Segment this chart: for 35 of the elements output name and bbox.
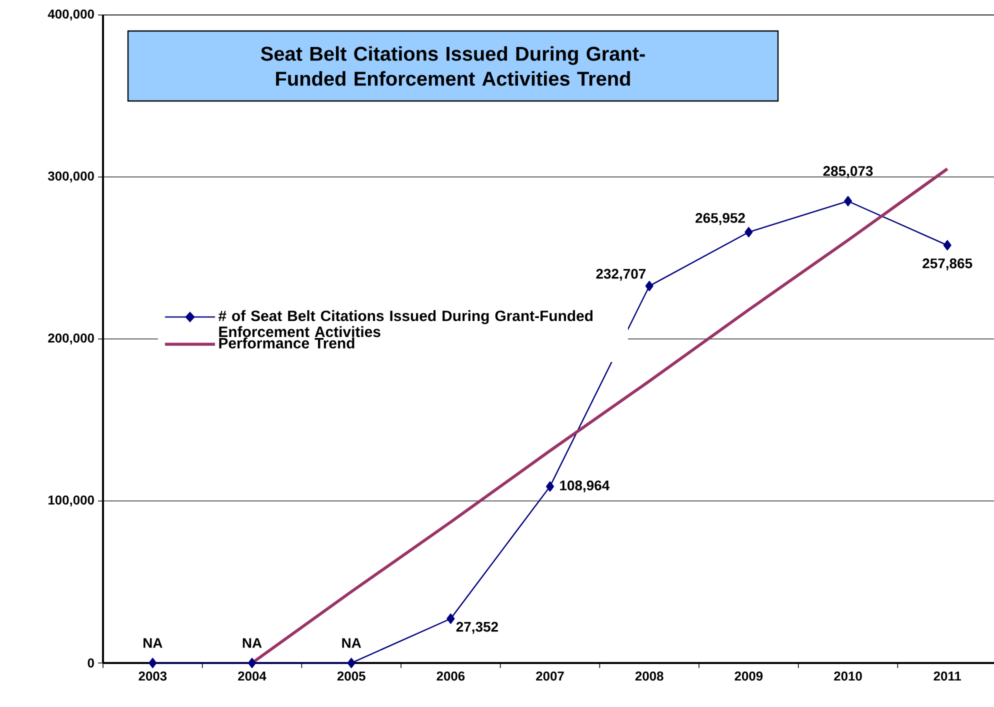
data-label: 232,707 bbox=[596, 268, 646, 281]
legend-label: # of Seat Belt Citations Issued During Grant-Funded Enforcement Activities bbox=[218, 310, 593, 338]
data-label: NA bbox=[242, 638, 262, 648]
data-label: 265,952 bbox=[696, 213, 745, 225]
point bbox=[645, 280, 654, 292]
y-tick-label: 300,000 bbox=[48, 171, 94, 183]
point bbox=[248, 658, 256, 668]
y-tick-label: 200,000 bbox=[48, 333, 94, 345]
x-tick-label: 2010 bbox=[834, 672, 862, 681]
point bbox=[943, 240, 952, 250]
y-tick-label: 100,000 bbox=[48, 495, 94, 507]
x-tick-label: 2004 bbox=[238, 672, 266, 681]
x-tick-label: 2003 bbox=[138, 672, 167, 681]
point bbox=[844, 196, 852, 206]
data-label: NA bbox=[342, 638, 362, 648]
x-tick-label: 2007 bbox=[536, 672, 564, 681]
text: Seat Belt Citations Issued During Grant-Funded Enforcement Activities Trend bbox=[260, 46, 645, 86]
data-label: 27,352 bbox=[456, 622, 498, 634]
y-tick-label: 0 bbox=[88, 658, 94, 668]
point bbox=[744, 226, 753, 238]
data-label: NA bbox=[144, 638, 162, 648]
x-tick-label: 2006 bbox=[436, 672, 465, 681]
x-tick-label: 2011 bbox=[934, 672, 962, 681]
point bbox=[546, 481, 554, 492]
x-tick-label: 2008 bbox=[635, 672, 664, 681]
legend-label: Performance Trend bbox=[219, 338, 354, 348]
point bbox=[148, 658, 157, 668]
point bbox=[446, 614, 455, 624]
data-label: 108,964 bbox=[560, 480, 610, 492]
y-tick-label: 400,000 bbox=[48, 9, 94, 21]
x-tick-label: 2005 bbox=[337, 672, 366, 681]
x-tick-label: 2009 bbox=[734, 672, 763, 681]
data-label: 257,865 bbox=[922, 258, 972, 270]
point bbox=[347, 658, 356, 668]
data-label: 285,073 bbox=[823, 166, 873, 178]
